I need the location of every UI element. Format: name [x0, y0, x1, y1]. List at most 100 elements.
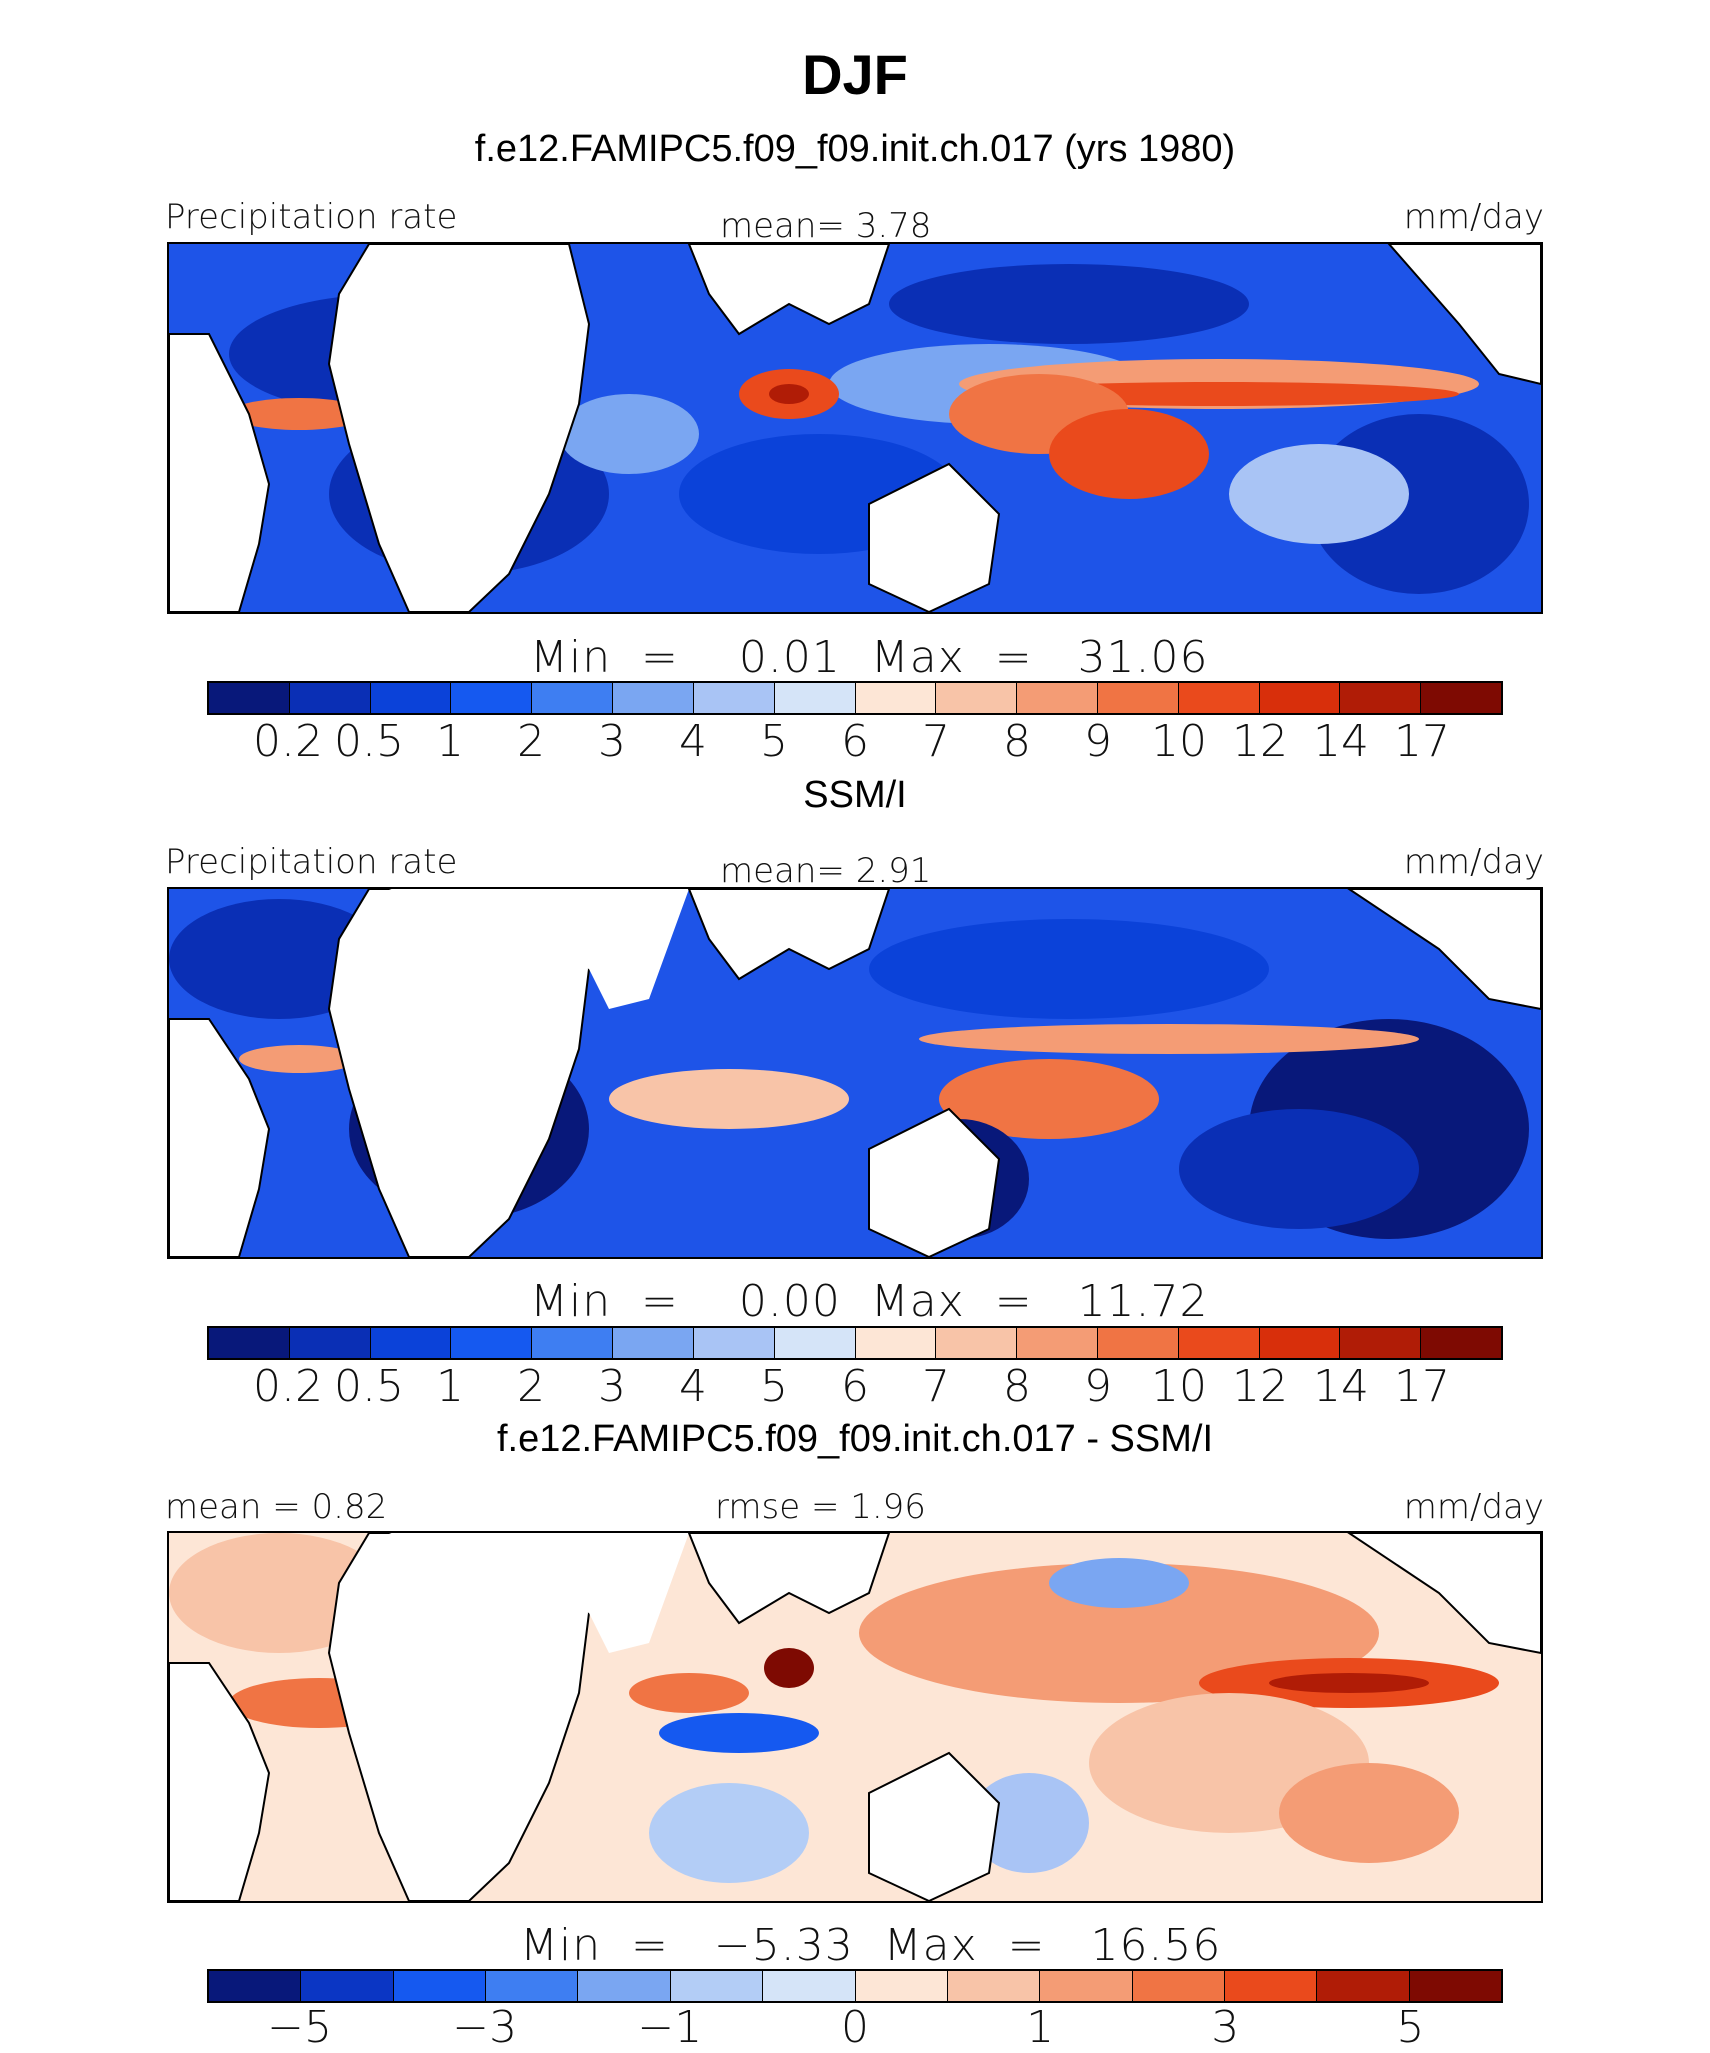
panel-3-rmse-label: rmse = 1.96: [715, 1487, 926, 1527]
panel-3-title: f.e12.FAMIPC5.f09_f09.init.ch.017 - SSM/…: [496, 1418, 1214, 1460]
colorbar-swatch: [301, 1971, 394, 2001]
colorbar-tick-label: 0.2: [253, 716, 323, 767]
colorbar-tick-label: 1: [436, 716, 464, 767]
colorbar-tick-label: 5: [1396, 2002, 1425, 2053]
colorbar-swatch: [1340, 1328, 1422, 1358]
colorbar-swatch: [670, 1971, 764, 2001]
colorbar-tick-label: 9: [1084, 716, 1112, 767]
colorbar-tick-label: 14: [1313, 716, 1369, 767]
colorbar-swatch: [1421, 1328, 1501, 1358]
colorbar-tick-label: 0.5: [334, 716, 404, 767]
panel-3-land-mask: [389, 1533, 689, 1653]
colorbar-swatch: [1224, 1971, 1318, 2001]
colorbar-tick-label: 8: [1003, 1361, 1031, 1412]
colorbar-tick-label: 8: [1003, 716, 1031, 767]
colorbar-swatch: [1259, 683, 1341, 713]
panel-2-south-america: [169, 1018, 271, 1257]
panel-2-map: [167, 887, 1543, 1259]
colorbar-tick-label: 14: [1313, 1361, 1369, 1412]
panel-2-variable-label: Precipitation rate: [165, 842, 458, 882]
colorbar-tick-label: −3: [452, 2002, 518, 2053]
colorbar-swatch: [1097, 683, 1179, 713]
panel-1-south-america: [169, 333, 271, 612]
colorbar-tick-label: 0.5: [334, 1361, 404, 1412]
panel-2-australia: [868, 1107, 1001, 1257]
colorbar-swatch: [1040, 1971, 1133, 2001]
panel-2-title: SSM/I: [803, 774, 907, 816]
colorbar-tick-label: 12: [1232, 716, 1288, 767]
colorbar-swatch: [1409, 1971, 1502, 2001]
panel-1-units-label: mm/day: [1403, 197, 1544, 237]
colorbar-swatch: [370, 683, 452, 713]
panel-3-colorbar: [207, 1969, 1503, 2003]
panel-2-asia: [687, 889, 891, 981]
colorbar-tick-label: 7: [922, 1361, 950, 1412]
colorbar-swatch: [1178, 683, 1260, 713]
panel-1-asia: [687, 244, 891, 336]
panel-2-mean-label: mean= 2.91: [720, 851, 932, 891]
colorbar-tick-label: 3: [598, 1361, 626, 1412]
panel-2-north-america: [1347, 889, 1541, 1011]
colorbar-swatch: [289, 1328, 371, 1358]
colorbar-tick-label: 7: [922, 716, 950, 767]
colorbar-tick-label: 17: [1394, 1361, 1450, 1412]
panel-3-north-america: [1347, 1533, 1541, 1655]
colorbar-tick-label: 0.2: [253, 1361, 323, 1412]
colorbar-swatch: [578, 1971, 671, 2001]
colorbar-tick-label: 1: [436, 1361, 464, 1412]
colorbar-swatch: [370, 1328, 452, 1358]
panel-3-colorbar-ticks: −5 −3 −1 0 1 3 5: [0, 2002, 1710, 2053]
colorbar-swatch: [613, 1328, 694, 1358]
colorbar-swatch: [936, 683, 1018, 713]
panel-3-map: [167, 1531, 1543, 1903]
colorbar-swatch: [451, 683, 533, 713]
panel-1-map-svg: [169, 244, 1541, 612]
colorbar-swatch: [947, 1971, 1041, 2001]
colorbar-tick-label: 10: [1151, 716, 1207, 767]
colorbar-swatch: [486, 1971, 579, 2001]
colorbar-swatch: [763, 1971, 856, 2001]
colorbar-tick-label: 9: [1084, 1361, 1112, 1412]
colorbar-swatch: [532, 683, 614, 713]
colorbar-swatch: [1017, 1328, 1098, 1358]
panel-1-mean-label: mean= 3.78: [720, 206, 932, 246]
colorbar-swatch: [774, 683, 856, 713]
panel-1-colorbar: [207, 681, 1503, 715]
colorbar-swatch: [1259, 1328, 1341, 1358]
colorbar-swatch: [451, 1328, 533, 1358]
panel-3-minmax: Min = −5.33 Max = 16.56: [520, 1920, 1222, 1971]
panel-1-title: f.e12.FAMIPC5.f09_f09.init.ch.017 (yrs 1…: [474, 128, 1236, 170]
colorbar-swatch: [393, 1971, 487, 2001]
figure-title: DJF: [802, 43, 908, 106]
colorbar-tick-label: 4: [679, 716, 707, 767]
colorbar-swatch: [613, 683, 694, 713]
colorbar-tick-label: 5: [760, 1361, 788, 1412]
panel-2-colorbar-ticks: 0.2 0.5 1 2 3 4 5 6 7 8 9 10 12 14 17: [0, 1361, 1710, 1417]
colorbar-swatch: [1317, 1971, 1410, 2001]
panel-3-asia: [687, 1533, 891, 1625]
colorbar-tick-label: 1: [1026, 2002, 1055, 2053]
panel-1-minmax: Min = 0.01 Max = 31.06: [530, 632, 1209, 683]
colorbar-tick-label: 0: [841, 2002, 869, 2053]
colorbar-swatch: [693, 683, 775, 713]
colorbar-swatch: [855, 1971, 948, 2001]
panel-1-variable-label: Precipitation rate: [165, 197, 458, 237]
colorbar-swatch: [1340, 683, 1422, 713]
colorbar-swatch: [855, 1328, 937, 1358]
colorbar-swatch: [209, 1328, 290, 1358]
colorbar-swatch: [1178, 1328, 1260, 1358]
colorbar-tick-label: −5: [267, 2002, 332, 2053]
panel-1-north-america: [1387, 244, 1541, 386]
panel-3-australia: [868, 1751, 1001, 1901]
colorbar-tick-label: 2: [517, 1361, 545, 1412]
panel-2-land-mask: [389, 889, 689, 1009]
panel-2-map-svg: [169, 889, 1541, 1257]
colorbar-swatch: [1097, 1328, 1179, 1358]
colorbar-tick-label: 4: [679, 1361, 707, 1412]
colorbar-tick-label: 12: [1232, 1361, 1288, 1412]
panel-1-map: [167, 242, 1543, 614]
panel-2-minmax: Min = 0.00 Max = 11.72: [530, 1276, 1209, 1327]
colorbar-tick-label: 5: [760, 716, 788, 767]
colorbar-tick-label: 10: [1151, 1361, 1207, 1412]
colorbar-swatch: [855, 683, 937, 713]
